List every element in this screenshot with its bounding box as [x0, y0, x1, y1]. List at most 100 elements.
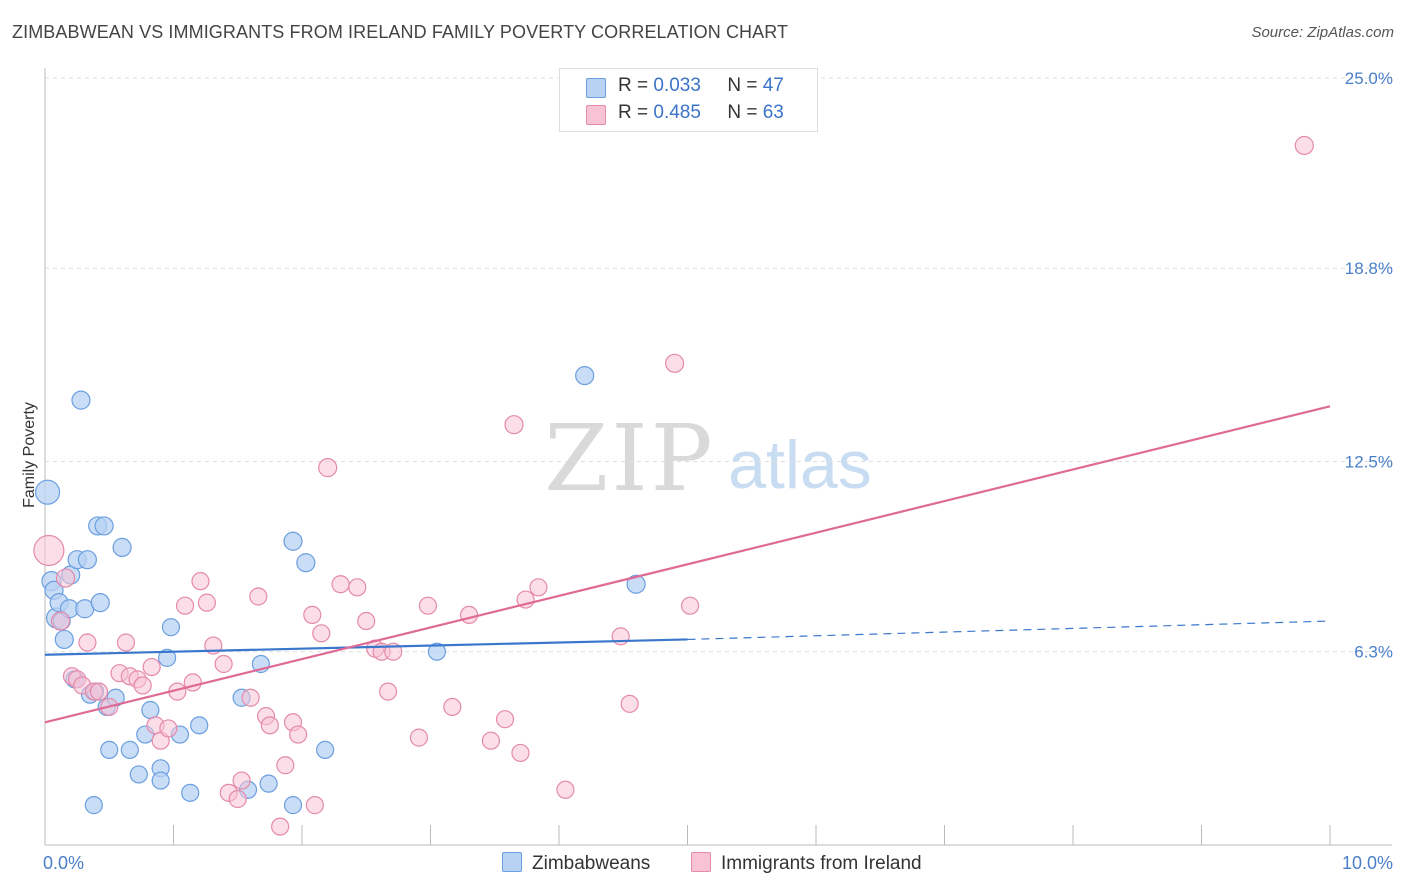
point-ireland-51 — [459, 605, 479, 625]
point-ireland-49 — [418, 596, 438, 615]
y-tick-label-0: 6.3% — [1354, 643, 1393, 662]
watermark-atlas: atlas — [728, 427, 872, 503]
point-ireland-43 — [357, 611, 376, 631]
point-ireland-23 — [197, 593, 217, 612]
y-tick-labels: 6.3% 12.5% 18.8% 25.0% — [1345, 69, 1393, 662]
point-ireland-28 — [232, 771, 251, 790]
bottom-legend-ireland: Immigrants from Ireland — [691, 852, 922, 875]
legend-n-value-b: 63 — [762, 102, 784, 123]
bottom-legend-label-a: Zimbabweans — [532, 853, 651, 874]
point-zimbabweans-19 — [94, 516, 114, 536]
y-tick-label-2: 18.8% — [1345, 259, 1393, 278]
point-ireland-34 — [276, 756, 295, 775]
point-zimbabweans-15 — [84, 796, 103, 815]
bottom-legend-zimbabweans: Zimbabweans — [502, 852, 650, 875]
point-ireland-11 — [116, 633, 136, 652]
trend-line-zimbabweans-extension — [687, 620, 1331, 641]
point-ireland-40 — [318, 458, 338, 478]
point-ireland-15 — [142, 657, 161, 677]
source-label: Source: ZipAtlas.com — [1251, 24, 1394, 41]
trend-line-zimbabweans — [44, 638, 688, 656]
trend-lines — [44, 405, 1331, 724]
x-tick-label-min: 0.0% — [43, 853, 84, 873]
bottom-swatch-zimbabweans — [502, 852, 522, 872]
series-ireland — [33, 135, 1314, 836]
correlation-legend: R = 0.033 N = 47 R = 0.485 N = 63 — [559, 68, 818, 132]
point-ireland-22 — [191, 572, 210, 591]
point-ireland-63 — [1294, 135, 1314, 156]
axes — [44, 68, 1392, 846]
legend-r-value-b: 0.485 — [653, 102, 701, 123]
point-ireland-37 — [303, 605, 322, 625]
point-zimbabweans-29 — [151, 771, 170, 790]
point-zimbabweans-38 — [259, 774, 278, 793]
point-ireland-20 — [175, 596, 195, 615]
point-ireland-29 — [241, 688, 260, 707]
point-zimbabweans-27 — [141, 700, 160, 720]
point-zimbabweans-30 — [157, 648, 177, 667]
point-zimbabweans-13 — [77, 550, 98, 570]
bottom-legend-label-b: Immigrants from Ireland — [721, 853, 922, 874]
point-ireland-54 — [504, 415, 524, 435]
point-zimbabweans-43 — [427, 642, 447, 661]
point-ireland-48 — [409, 728, 429, 747]
point-ireland-14 — [133, 676, 152, 695]
point-ireland-36 — [289, 725, 308, 744]
legend-swatch-zimbabweans — [586, 78, 606, 98]
y-axis-title: Family Poverty — [21, 402, 38, 508]
point-zimbabweans-33 — [181, 783, 200, 802]
legend-n-label: N = — [727, 75, 758, 96]
point-ireland-58 — [556, 780, 575, 799]
point-ireland-59 — [611, 627, 630, 646]
point-zimbabweans-42 — [316, 740, 335, 759]
legend-swatch-ireland — [586, 105, 606, 125]
x-tick-label-max: 10.0% — [1342, 853, 1393, 873]
point-ireland-0 — [33, 534, 65, 567]
point-ireland-2 — [55, 568, 76, 588]
point-ireland-50 — [443, 697, 462, 717]
point-ireland-52 — [481, 731, 500, 750]
point-ireland-46 — [378, 682, 398, 701]
legend-n-value-a: 47 — [762, 75, 784, 96]
point-zimbabweans-24 — [120, 740, 139, 759]
legend-n-label: N = — [727, 102, 758, 123]
watermark-zip: ZIP — [544, 405, 715, 512]
point-ireland-18 — [159, 719, 178, 738]
point-zimbabweans-39 — [283, 531, 303, 551]
point-ireland-53 — [495, 710, 515, 729]
point-zimbabweans-21 — [100, 740, 119, 759]
point-zimbabweans-34 — [190, 716, 209, 735]
point-ireland-62 — [680, 596, 700, 615]
point-zimbabweans-40 — [283, 796, 303, 815]
y-tick-label-3: 25.0% — [1345, 69, 1393, 88]
grid — [45, 77, 1392, 653]
point-ireland-55 — [511, 743, 530, 763]
legend-r-label: R = — [618, 102, 649, 123]
x-tick-labels: 0.0% 10.0% — [43, 853, 1393, 873]
point-ireland-42 — [348, 578, 367, 597]
point-ireland-60 — [620, 694, 639, 713]
legend-r-label: R = — [618, 75, 649, 96]
point-zimbabweans-41 — [296, 553, 316, 573]
point-zimbabweans-0 — [34, 479, 61, 505]
bottom-swatch-ireland — [691, 852, 711, 872]
point-ireland-38 — [305, 796, 324, 815]
point-ireland-61 — [665, 353, 685, 373]
point-zimbabweans-6 — [54, 629, 74, 650]
point-ireland-32 — [260, 716, 279, 735]
point-ireland-6 — [78, 633, 97, 652]
point-zimbabweans-31 — [161, 618, 181, 637]
point-zimbabweans-44 — [575, 365, 595, 386]
point-zimbabweans-11 — [71, 390, 91, 410]
point-ireland-30 — [249, 587, 268, 606]
point-ireland-57 — [529, 578, 548, 597]
chart-title: ZIMBABWEAN VS IMMIGRANTS FROM IRELAND FA… — [12, 22, 789, 42]
point-ireland-33 — [271, 817, 290, 836]
point-zimbabweans-45 — [626, 574, 646, 594]
point-ireland-27 — [228, 789, 247, 809]
point-ireland-41 — [331, 575, 350, 594]
trend-line-ireland — [44, 405, 1331, 724]
point-ireland-1 — [50, 611, 71, 631]
point-zimbabweans-25 — [129, 765, 148, 784]
